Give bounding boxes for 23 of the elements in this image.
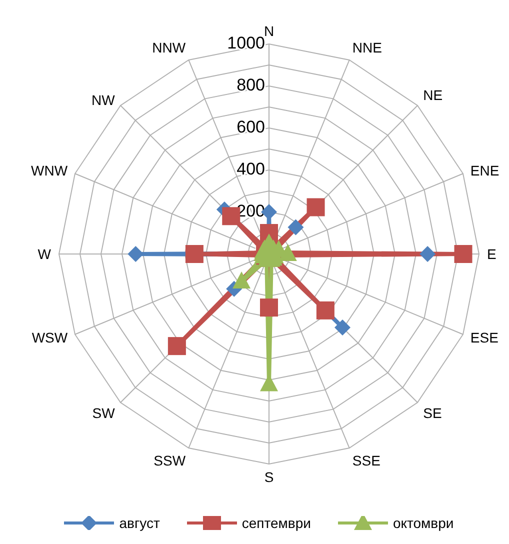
- spoke-label: NNE: [352, 40, 382, 56]
- spoke-label: WSW: [32, 329, 68, 346]
- y-tick-label: 1000: [227, 33, 265, 52]
- spoke-label: WNW: [31, 162, 68, 179]
- y-tick-label: 800: [236, 75, 265, 94]
- spoke-label: NNW: [152, 40, 186, 56]
- spoke-label: SE: [423, 405, 442, 422]
- spoke-label: ESE: [470, 329, 498, 346]
- spoke-label: E: [487, 246, 496, 262]
- spoke-label: SW: [92, 405, 116, 422]
- y-tick-label: 400: [236, 159, 265, 178]
- spoke-label: NW: [92, 92, 116, 108]
- spoke-label: SSW: [154, 452, 186, 468]
- legend-label: септември: [242, 515, 311, 531]
- spoke-label: N: [264, 23, 274, 39]
- spoke-label: NE: [423, 86, 443, 103]
- legend-label: октомври: [392, 515, 454, 531]
- spoke-label: ENE: [470, 162, 500, 179]
- spoke-label: S: [264, 468, 274, 485]
- legend-label: август: [119, 515, 160, 531]
- spoke-label: W: [38, 246, 52, 262]
- y-tick-label: 600: [236, 117, 265, 136]
- spoke-label: SSE: [352, 452, 380, 468]
